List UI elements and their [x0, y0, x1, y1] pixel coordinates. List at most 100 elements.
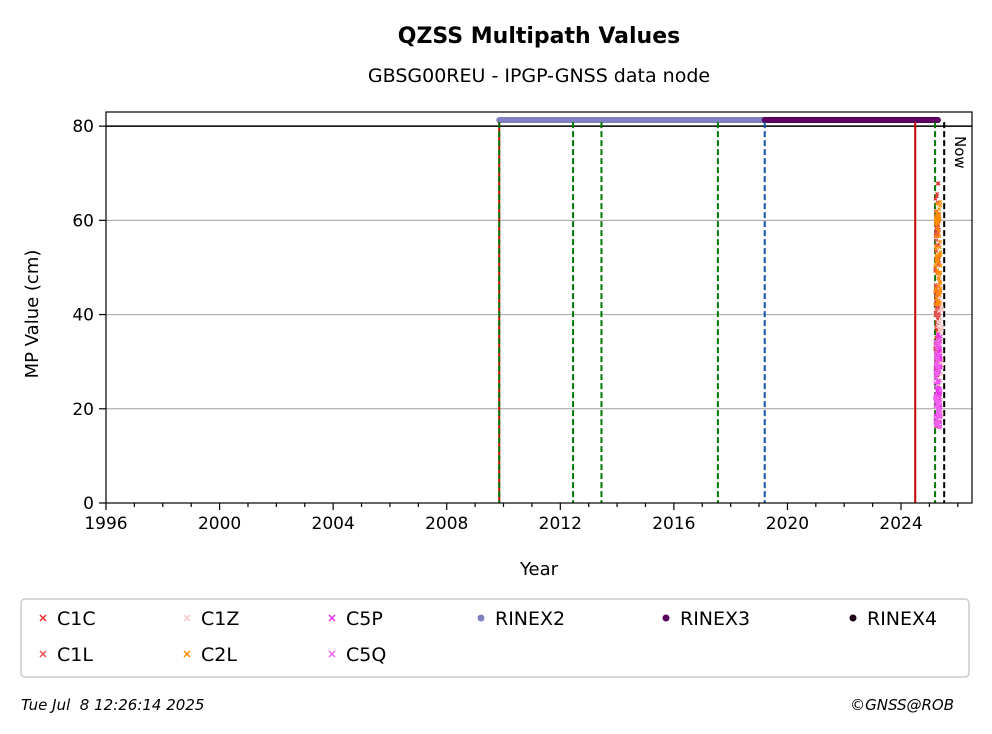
data-point: [936, 402, 941, 407]
data-point: [933, 350, 938, 355]
data-point: [933, 218, 938, 224]
y-axis: 0 20 40 60 80: [72, 117, 106, 514]
data-point: [937, 295, 942, 300]
data-point: [936, 352, 941, 357]
legend: C1C C1Z C5P RINEX2 RINEX3 RINEX4 C1L C2L C5Q: [39, 608, 937, 666]
data-point: [934, 238, 939, 243]
data-point: [933, 313, 938, 318]
data-point: [937, 406, 942, 411]
legend-entry-rinex2: RINEX2: [477, 608, 565, 630]
data-point: [933, 264, 938, 269]
x-tick-label: 2020: [766, 514, 809, 534]
legend-marker: [39, 650, 47, 658]
data-point: [934, 201, 939, 206]
data-point: [936, 308, 941, 313]
legend-marker: [849, 614, 857, 622]
x-tick-label: 2004: [312, 514, 355, 534]
data-point: [936, 340, 941, 346]
legend-label: RINEX2: [495, 608, 565, 630]
legend-box: [20, 598, 970, 678]
data-point: [938, 286, 943, 291]
legend-marker: [477, 614, 485, 622]
data-point: [934, 370, 939, 375]
data-point: [936, 252, 941, 257]
now-label: Now: [951, 136, 969, 169]
legend-entry-c1l: C1L: [39, 644, 93, 666]
data-point: [935, 226, 940, 231]
legend-label: RINEX3: [680, 608, 750, 630]
chart-subtitle: GBSG00REU - IPGP-GNSS data node: [368, 65, 710, 87]
legend-entry-rinex3: RINEX3: [662, 608, 750, 630]
data-point: [939, 307, 944, 312]
legend-entry-c1c: C1C: [39, 608, 96, 630]
legend-entry-rinex4: RINEX4: [849, 608, 937, 630]
y-tick-label: 40: [72, 306, 94, 326]
data-point: [935, 346, 940, 351]
data-point: [936, 320, 941, 325]
data-point: [937, 289, 942, 294]
data-point: [937, 378, 942, 383]
data-point: [937, 425, 942, 430]
data-point: [933, 376, 938, 381]
x-tick-label: 1996: [84, 514, 127, 534]
legend-entry-c5p: C5P: [328, 608, 383, 630]
plot-frame: [105, 111, 973, 504]
data-point: [933, 384, 938, 389]
data-point: [933, 393, 938, 398]
data-point: [937, 300, 942, 306]
legend-label: RINEX4: [867, 608, 937, 630]
legend-label: C1L: [57, 644, 93, 666]
legend-label: C5Q: [346, 644, 386, 666]
data-point: [934, 244, 939, 249]
data-point: [933, 415, 938, 420]
data-point: [936, 337, 941, 342]
data-point: [933, 412, 938, 417]
y-tick-label: 80: [72, 117, 94, 137]
data-point: [934, 209, 939, 214]
data-point: [933, 234, 938, 239]
y-tick-label: 20: [72, 400, 94, 420]
data-point: [936, 324, 941, 329]
legend-marker: [328, 614, 336, 622]
data-point: [934, 363, 939, 368]
data-point: [938, 239, 943, 244]
data-point: [938, 203, 943, 208]
data-point: [936, 399, 941, 404]
legend-label: C5P: [346, 608, 383, 630]
data-point: [934, 286, 939, 291]
legend-label: C2L: [201, 644, 237, 666]
data-point: [933, 380, 938, 385]
data-point: [937, 292, 942, 297]
event-lines: [498, 122, 946, 503]
data-points: [933, 181, 945, 430]
data-point: [936, 181, 941, 186]
data-point: [937, 279, 942, 284]
data-point: [935, 397, 940, 402]
legend-entry-c2l: C2L: [183, 644, 237, 666]
legend-marker: [183, 614, 191, 622]
legend-entry-c5q: C5Q: [328, 644, 386, 666]
data-point: [938, 388, 943, 393]
data-point: [936, 260, 941, 265]
series-c2l: [933, 199, 943, 307]
legend-marker: [183, 650, 191, 658]
footer-timestamp: Tue Jul 8 12:26:14 2025: [21, 696, 204, 714]
legend-label: C1C: [57, 608, 96, 630]
data-point: [936, 276, 941, 281]
legend-marker: [328, 650, 336, 658]
data-point: [934, 296, 939, 301]
legend-entry-c1z: C1Z: [183, 608, 239, 630]
legend-label: C1Z: [201, 608, 239, 630]
data-point: [937, 272, 942, 277]
x-axis: 1996 2000 2004 2008 2012 2016 2020 2024: [84, 503, 959, 534]
x-tick-label: 2008: [425, 514, 468, 534]
data-point: [937, 245, 942, 250]
data-point: [935, 191, 940, 196]
data-point: [937, 234, 942, 239]
x-tick-label: 2012: [539, 514, 582, 534]
data-point: [933, 196, 938, 201]
data-point: [938, 415, 943, 420]
legend-marker: [39, 614, 47, 622]
data-point: [936, 283, 941, 288]
